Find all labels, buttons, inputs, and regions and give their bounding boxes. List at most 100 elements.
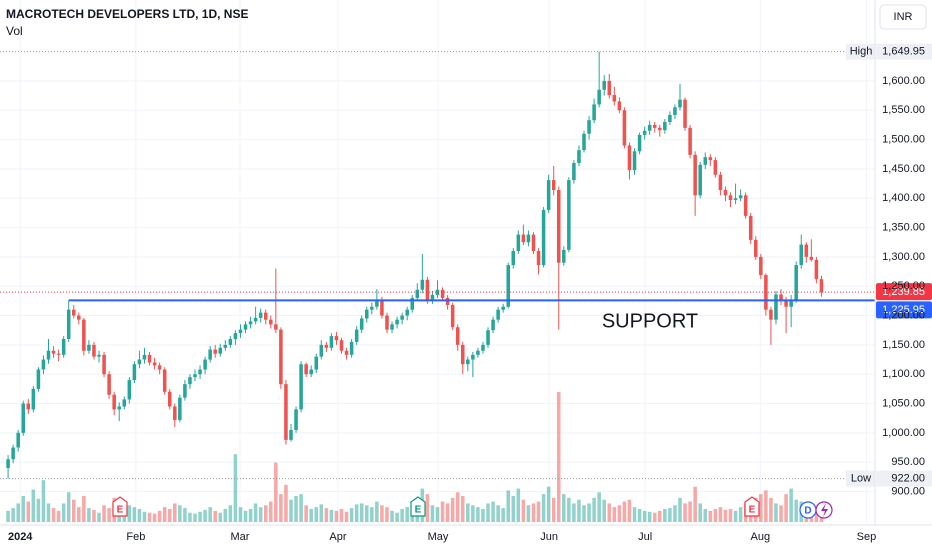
y-tick-label: 1,000.00 [882, 427, 925, 439]
volume-bar [263, 505, 268, 522]
candle-body [16, 432, 20, 448]
candle-body [238, 329, 243, 334]
volume-bar [329, 509, 334, 522]
volume-bar [375, 501, 379, 522]
indicator-label[interactable]: Vol [6, 24, 23, 38]
candle-body [521, 234, 526, 243]
candle-body [324, 344, 329, 348]
volume-bar [173, 503, 177, 522]
volume-bar [678, 497, 682, 522]
volume-bar [536, 501, 541, 522]
candle-body [248, 321, 253, 325]
volume-bar [294, 496, 298, 522]
candle-body [56, 353, 61, 355]
high-axis-bg [876, 43, 932, 60]
volume-bar [450, 497, 455, 522]
volume-bar [370, 507, 374, 522]
volume-bar [637, 509, 642, 522]
volume-bar [814, 507, 819, 522]
volume-bar [77, 507, 81, 522]
volume-bar [97, 512, 101, 522]
candle-body [66, 309, 71, 340]
candle-body [471, 354, 475, 360]
volume-bar [521, 499, 526, 522]
candle-body [198, 369, 202, 375]
candle-body [223, 344, 228, 348]
overlay: High 1,649.95 Low 922.00 SUPPORT 1,239.85 1,22… [0, 43, 932, 487]
candle-body [526, 234, 531, 243]
candle-body [21, 403, 26, 433]
earnings-label[interactable]: E [117, 505, 124, 516]
candle-body [228, 339, 233, 345]
currency-label[interactable]: INR [894, 11, 913, 23]
candle-body [208, 349, 212, 360]
candle-body [173, 406, 177, 420]
candle-body [319, 344, 324, 357]
candle-body [152, 362, 157, 366]
volume-bar [698, 503, 702, 522]
volume-bar [223, 509, 228, 522]
candle-body [263, 312, 268, 320]
volume-bar [334, 510, 339, 522]
volume-bar [627, 499, 632, 522]
earnings-icon[interactable] [410, 496, 426, 517]
candle-body [365, 309, 369, 319]
volume-bar [127, 505, 132, 522]
candle-body [329, 336, 334, 348]
volume-bar [279, 494, 283, 522]
candle-body [541, 209, 546, 266]
currency-button[interactable] [879, 4, 927, 30]
y-tick-label: 1,550.00 [882, 104, 925, 116]
candle-body [415, 289, 420, 298]
candle-body [82, 319, 86, 351]
volume-bar [238, 507, 243, 522]
volume-bar [193, 513, 197, 522]
volume-bar [213, 510, 217, 522]
candle-body [6, 459, 10, 469]
candle-body [51, 350, 56, 354]
candle-body [481, 344, 485, 351]
volume-bar [66, 492, 71, 522]
volume-bar [602, 499, 606, 522]
volume-bar [400, 509, 404, 522]
x-tick-label: Aug [751, 531, 771, 543]
candle-body [339, 340, 344, 351]
x-tick-label: Jun [540, 531, 558, 543]
volume-bar [61, 503, 66, 522]
candle-body [390, 324, 394, 330]
candle-body [405, 309, 409, 316]
candle-body [294, 409, 298, 430]
low-tag [846, 470, 875, 487]
earnings-icon[interactable] [112, 496, 128, 517]
dividend-label[interactable]: D [804, 506, 811, 517]
volume-bar [309, 509, 313, 522]
price-pane [6, 51, 824, 479]
candle-body [703, 157, 708, 165]
candle-body [592, 104, 596, 121]
volume-bar [162, 507, 167, 522]
candle-body [713, 160, 718, 175]
y-tick-label: 950.00 [891, 456, 925, 468]
candle-body [132, 364, 137, 381]
volume-bar [405, 507, 409, 522]
candle-body [582, 133, 586, 151]
earnings-icon[interactable] [744, 496, 760, 517]
candle-body [375, 299, 379, 307]
candle-body [506, 265, 510, 307]
x-tick-label: May [428, 531, 449, 543]
candle-body [380, 299, 384, 316]
candle-body [410, 297, 415, 310]
candle-body [587, 120, 591, 134]
volume-pane [6, 392, 824, 522]
candle-body [309, 369, 313, 375]
x-tick-label: Feb [126, 531, 145, 543]
candle-body [754, 239, 758, 257]
volume-bar [612, 507, 617, 522]
earnings-label[interactable]: E [749, 505, 756, 516]
candle-body [253, 317, 258, 322]
candle-body [723, 190, 728, 196]
volume-bar [269, 501, 273, 522]
earnings-label[interactable]: E [415, 505, 422, 516]
volume-bar [178, 505, 182, 522]
